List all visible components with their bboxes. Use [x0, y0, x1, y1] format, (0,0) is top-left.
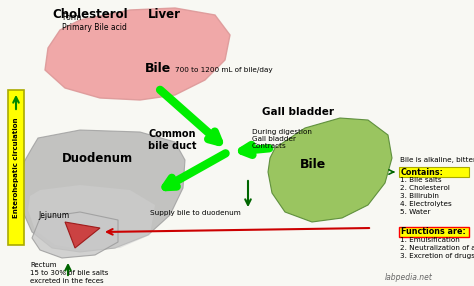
Text: 1. Emulsification: 1. Emulsification — [400, 237, 460, 243]
Text: Bile: Bile — [300, 158, 326, 171]
Text: 700 to 1200 mL of bile/day: 700 to 1200 mL of bile/day — [175, 67, 273, 73]
Text: Bile: Bile — [145, 62, 171, 75]
FancyBboxPatch shape — [399, 167, 469, 177]
Polygon shape — [32, 212, 118, 258]
Text: Common
bile duct: Common bile duct — [148, 129, 196, 151]
Text: Contains:: Contains: — [401, 168, 444, 177]
Text: Functions are:: Functions are: — [401, 227, 466, 236]
Text: Jejunum: Jejunum — [38, 211, 69, 220]
Text: 3. Excretion of drugs and toxins: 3. Excretion of drugs and toxins — [400, 253, 474, 259]
Text: 3. Bilirubin: 3. Bilirubin — [400, 193, 439, 199]
Text: 2. Neutralization of acids: 2. Neutralization of acids — [400, 245, 474, 251]
Text: Enterohepatic circulation: Enterohepatic circulation — [13, 118, 19, 218]
Polygon shape — [28, 185, 155, 250]
Text: 2. Cholesterol: 2. Cholesterol — [400, 185, 450, 191]
Text: Form
Primary Bile acid: Form Primary Bile acid — [62, 13, 127, 32]
FancyBboxPatch shape — [399, 227, 469, 237]
Polygon shape — [268, 118, 392, 222]
Text: 5. Water: 5. Water — [400, 209, 430, 215]
Polygon shape — [45, 8, 230, 100]
Text: Supply bile to duodenum: Supply bile to duodenum — [150, 210, 240, 216]
Polygon shape — [65, 222, 100, 248]
Text: Cholesterol: Cholesterol — [52, 8, 128, 21]
Polygon shape — [20, 130, 185, 252]
Text: Rectum
15 to 30% of bile salts
excreted in the feces: Rectum 15 to 30% of bile salts excreted … — [30, 262, 109, 284]
FancyBboxPatch shape — [8, 90, 24, 245]
Text: Liver: Liver — [148, 8, 181, 21]
Text: 4. Electrolytes: 4. Electrolytes — [400, 201, 452, 207]
Text: During digestion
Gall bladder
Contracts: During digestion Gall bladder Contracts — [252, 129, 312, 149]
Text: 1. Bile salts: 1. Bile salts — [400, 177, 442, 183]
Text: Gall bladder: Gall bladder — [262, 107, 334, 117]
Text: Duodenum: Duodenum — [62, 152, 133, 165]
Text: Bile is alkaline, bitter-tase: Bile is alkaline, bitter-tase — [400, 157, 474, 163]
Text: labpedia.net: labpedia.net — [385, 273, 433, 282]
